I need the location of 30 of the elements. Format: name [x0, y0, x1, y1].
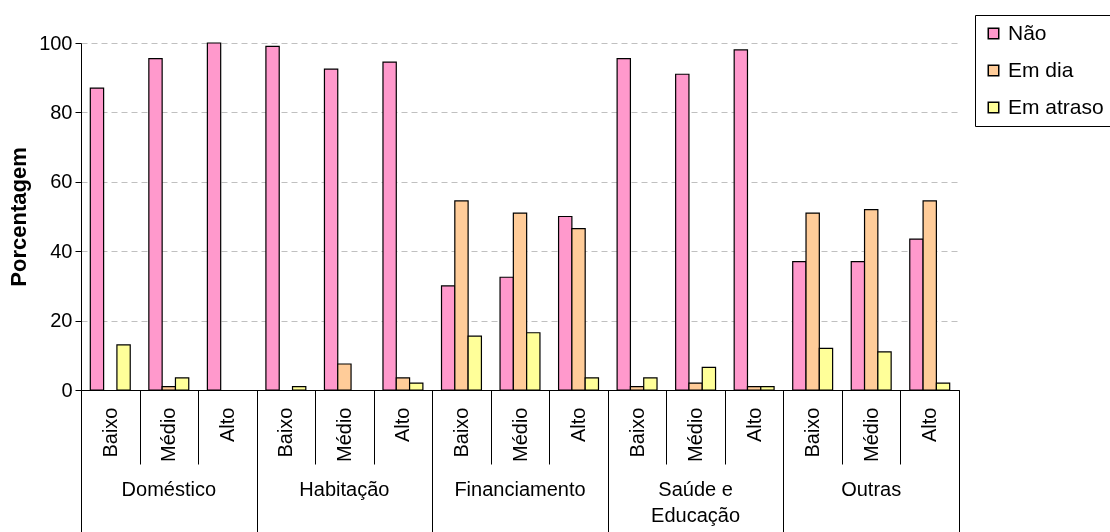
x-tick-label: Baixo	[274, 407, 297, 458]
x-tick-label: Médio	[157, 407, 180, 462]
x-tick-label: Médio	[859, 407, 882, 462]
y-tick-label: 0	[61, 378, 73, 401]
x-tick-label: Baixo	[449, 407, 472, 458]
x-tick-label: Baixo	[625, 407, 648, 458]
text: Saúde e Educação	[651, 478, 741, 526]
y-tick-label: 100	[39, 31, 73, 54]
x-tick-label: Baixo	[801, 407, 824, 458]
text: Outras	[841, 478, 902, 500]
x-tick-label: Alto	[567, 407, 590, 442]
text: Habitação	[299, 478, 390, 500]
x-tick-label: Médio	[684, 407, 707, 462]
text: Doméstico	[121, 478, 217, 500]
x-tick-label: Alto	[215, 407, 238, 442]
x-tick-label: Médio	[508, 407, 531, 462]
y-tick-label: 40	[50, 239, 73, 262]
y-tick-label: 20	[50, 309, 73, 332]
x-tick-label: Médio	[332, 407, 355, 462]
x-tick-label: Alto	[918, 407, 941, 442]
y-tick-label: 80	[50, 100, 73, 123]
text: Financiamento	[454, 478, 586, 500]
y-tick-label: 60	[50, 170, 73, 193]
legend-label: Em atraso	[1008, 94, 1104, 118]
x-tick-label: Alto	[391, 407, 414, 442]
legend-label: Não	[1008, 20, 1047, 44]
x-tick-label: Baixo	[98, 407, 121, 458]
y-axis-title: Porcentagem	[6, 147, 32, 287]
legend-label: Em dia	[1008, 57, 1074, 81]
x-tick-label: Alto	[742, 407, 765, 442]
